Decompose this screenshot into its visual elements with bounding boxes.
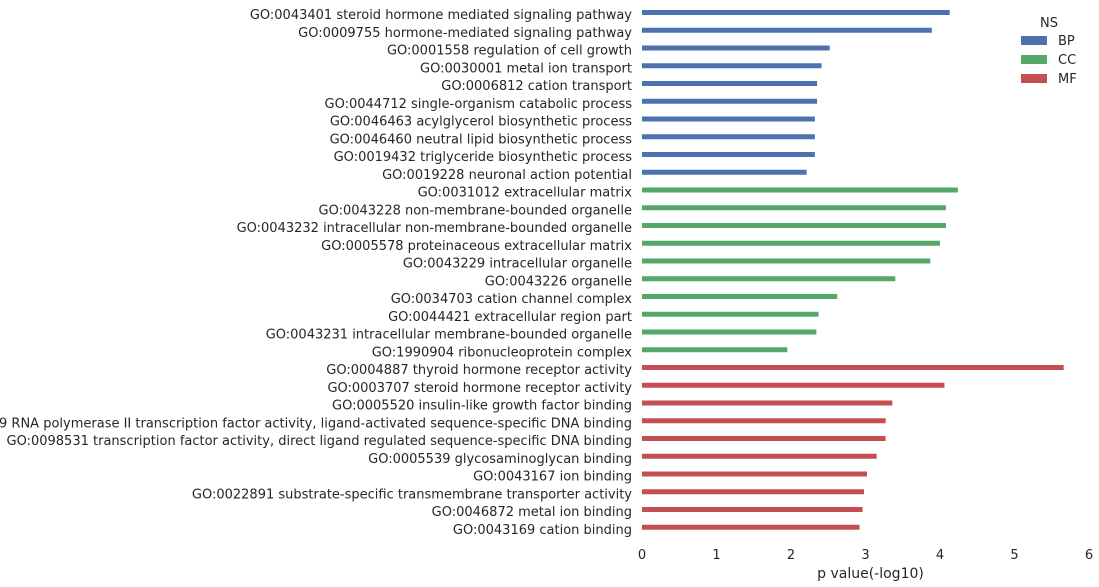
bar-cc <box>642 311 819 317</box>
category-label: GO:0043226 organelle <box>485 274 632 289</box>
bar-bp <box>642 81 818 86</box>
bar-bp <box>642 169 807 175</box>
bar-cc <box>642 187 958 193</box>
category-label: GO:0005578 proteinaceous extracellular m… <box>321 239 632 254</box>
bar-mf <box>642 436 886 441</box>
legend-label-bp: BP <box>1058 34 1075 49</box>
legend-label-cc: CC <box>1058 53 1076 68</box>
bars-group <box>642 10 1064 530</box>
x-tick-label: 3 <box>861 548 869 563</box>
category-label: GO:0044712 single-organism catabolic pro… <box>325 97 633 112</box>
category-label: GO:0019228 neuronal action potential <box>382 168 632 183</box>
category-label: GO:0005539 glycosaminoglycan binding <box>368 452 632 467</box>
category-label: GO:0046463 acylglycerol biosynthetic pro… <box>330 115 632 130</box>
bar-cc <box>642 240 940 246</box>
bar-mf <box>642 471 867 477</box>
bar-mf <box>642 382 945 388</box>
category-label: GO:0031012 extracellular matrix <box>418 186 633 201</box>
category-label: GO:0043229 intracellular organelle <box>403 257 632 272</box>
legend: NS BP CC MF <box>1021 16 1077 87</box>
category-label: GO:0043401 steroid hormone mediated sign… <box>250 8 632 23</box>
category-label: GO:0098531 transcription factor activity… <box>7 434 632 449</box>
category-label: GO:0009755 hormone-mediated signaling pa… <box>298 26 632 41</box>
bar-bp <box>642 116 815 122</box>
category-label: GO:1990904 ribonucleoprotein complex <box>372 345 633 360</box>
bar-cc <box>642 258 931 264</box>
category-label: GO:0030001 metal ion transport <box>420 61 632 76</box>
x-tick-label: 1 <box>712 548 720 563</box>
x-axis-title: p value(-log10) <box>817 566 924 582</box>
bar-bp <box>642 10 950 15</box>
category-label: GO:0046460 neutral lipid biosynthetic pr… <box>330 132 633 147</box>
category-label: GO:0046872 metal ion binding <box>432 505 632 520</box>
legend-entries: BP CC MF <box>1021 34 1077 87</box>
bar-cc <box>642 276 896 282</box>
x-tick-label: 0 <box>638 548 646 563</box>
bar-mf <box>642 400 893 406</box>
x-axis-ticks: 0 1 2 3 4 5 6 <box>638 548 1093 563</box>
bar-mf <box>642 418 886 424</box>
category-label: GO:0001558 regulation of cell growth <box>387 44 632 59</box>
category-label: GO:0005520 insulin-like growth factor bi… <box>332 399 632 414</box>
legend-swatch-bp <box>1021 36 1047 45</box>
bar-cc <box>642 329 817 335</box>
bar-cc <box>642 205 946 211</box>
category-label: GO:0043169 cation binding <box>453 523 632 538</box>
bar-mf <box>642 507 863 512</box>
category-label: GO:0004887 thyroid hormone receptor acti… <box>326 363 632 378</box>
bar-mf <box>642 365 1064 370</box>
bar-cc <box>642 347 788 353</box>
bar-cc <box>642 223 946 228</box>
legend-label-mf: MF <box>1058 72 1077 87</box>
category-label: GO:0034703 cation channel complex <box>391 292 633 307</box>
category-label: GO:0043167 ion binding <box>473 470 632 485</box>
x-tick-label: 4 <box>936 548 944 563</box>
bar-mf <box>642 453 877 459</box>
bar-bp <box>642 27 932 33</box>
category-label: GO:0043231 intracellular membrane-bounde… <box>266 328 632 343</box>
category-label: GO:0043228 non-membrane-bounded organell… <box>319 203 633 218</box>
category-label: GO:0044421 extracellular region part <box>388 310 632 325</box>
category-label: GO:0022891 substrate-specific transmembr… <box>192 487 632 502</box>
x-tick-label: 5 <box>1010 548 1018 563</box>
legend-swatch-mf <box>1021 74 1047 83</box>
category-labels: GO:0043401 steroid hormone mediated sign… <box>0 8 632 538</box>
category-label: GO:0003707 steroid hormone receptor acti… <box>327 381 632 396</box>
category-label: GO:0043232 intracellular non-membrane-bo… <box>237 221 632 236</box>
bar-bp <box>642 134 815 140</box>
category-label: GO:0019432 triglyceride biosynthetic pro… <box>334 150 633 165</box>
bar-mf <box>642 489 865 495</box>
x-tick-label: 6 <box>1085 548 1093 563</box>
bar-bp <box>642 98 818 104</box>
legend-title: NS <box>1040 16 1058 31</box>
bar-bp <box>642 63 822 69</box>
category-label: GO:0004879 RNA polymerase II transcripti… <box>0 416 632 431</box>
x-tick-label: 2 <box>787 548 795 563</box>
legend-swatch-cc <box>1021 55 1047 64</box>
bar-bp <box>642 152 815 157</box>
category-label: GO:0006812 cation transport <box>441 79 632 94</box>
bar-cc <box>642 294 838 299</box>
bar-mf <box>642 524 860 530</box>
bar-bp <box>642 45 830 51</box>
